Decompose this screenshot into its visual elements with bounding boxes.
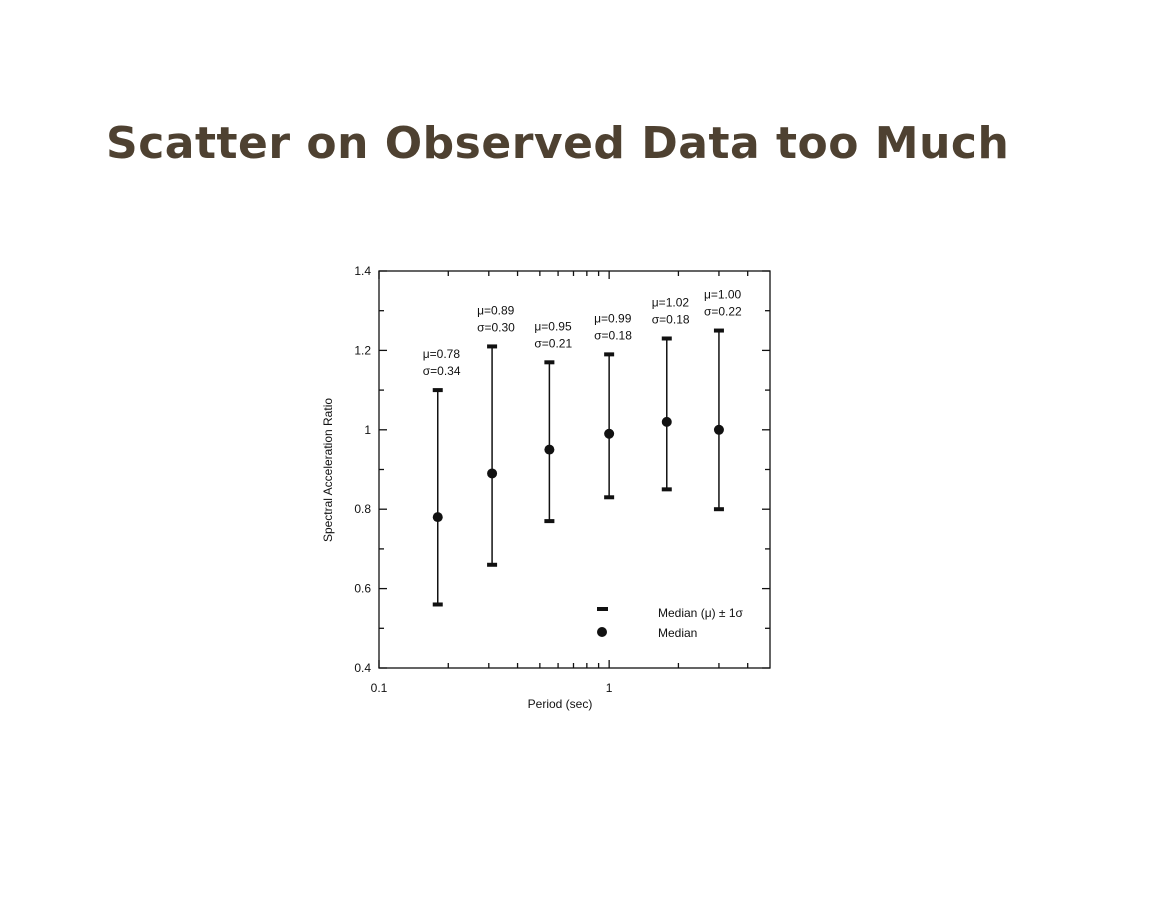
x-tick-label: 0.1: [371, 681, 388, 695]
annotation: μ=0.78: [423, 347, 461, 361]
error-cap-lower: [604, 495, 615, 500]
x-tick-label: 1: [606, 681, 613, 695]
slide-title: Scatter on Observed Data too Much: [106, 118, 1010, 169]
y-tick-label: 1.2: [354, 343, 371, 357]
median-point: [544, 444, 555, 455]
y-tick-label: 0.8: [354, 502, 371, 516]
annotation: σ=0.18: [594, 328, 632, 342]
legend-label: Median: [658, 626, 697, 640]
error-cap-upper: [604, 352, 615, 357]
median-point: [487, 468, 498, 479]
median-point: [661, 416, 672, 427]
y-tick-label: 1: [364, 423, 371, 437]
annotation: μ=1.02: [652, 295, 690, 309]
annotation: σ=0.30: [477, 320, 515, 334]
annotation: μ=0.89: [477, 303, 515, 317]
error-cap-lower: [487, 562, 498, 567]
annotation: μ=1.00: [704, 288, 742, 302]
error-cap-lower: [713, 507, 724, 512]
legend-marker: [597, 627, 607, 637]
annotation: σ=0.18: [652, 312, 690, 326]
median-point: [432, 512, 443, 523]
error-cap-lower: [661, 487, 672, 492]
median-point: [604, 428, 615, 439]
error-cap-lower: [544, 519, 555, 524]
legend-label: Median (μ) ± 1σ: [658, 606, 744, 620]
error-cap-upper: [661, 336, 672, 341]
y-tick-label: 1.4: [354, 264, 371, 278]
annotation: μ=0.95: [534, 319, 572, 333]
annotation: σ=0.34: [423, 364, 461, 378]
error-cap-upper: [544, 360, 555, 365]
error-cap-upper: [713, 328, 724, 333]
annotation: μ=0.99: [594, 311, 632, 325]
y-axis-label: Spectral Acceleration Ratio: [321, 398, 335, 542]
legend-marker: [597, 607, 608, 611]
annotation: σ=0.21: [534, 336, 572, 350]
error-cap-upper: [432, 388, 443, 393]
annotation: σ=0.22: [704, 305, 742, 319]
y-tick-label: 0.4: [354, 661, 371, 675]
median-point: [713, 424, 724, 435]
error-cap-upper: [487, 344, 498, 349]
x-axis-label: Period (sec): [528, 697, 593, 711]
y-tick-label: 0.6: [354, 582, 371, 596]
error-cap-lower: [432, 602, 443, 607]
